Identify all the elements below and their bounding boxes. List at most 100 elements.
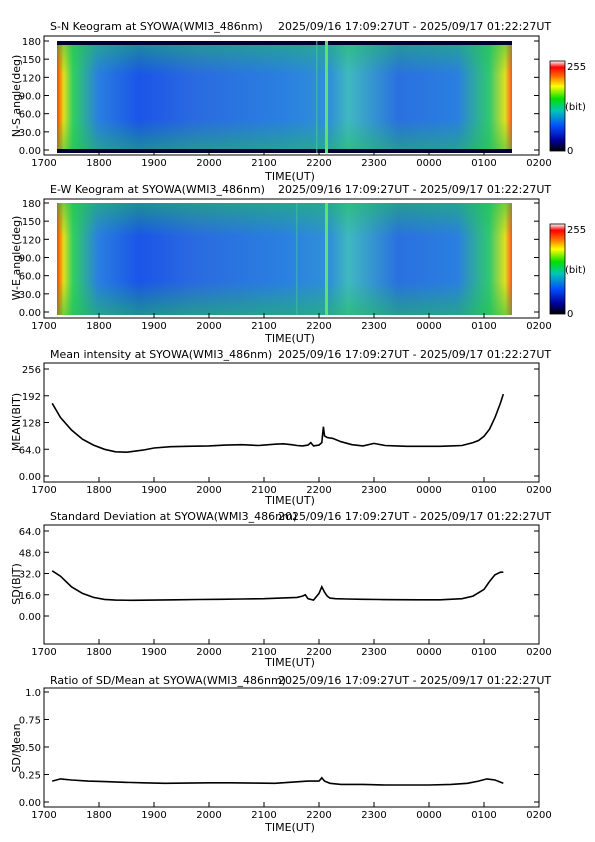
x-tick-label: 2100: [251, 158, 276, 169]
y-tick-label: 0.00: [19, 146, 41, 157]
x-tick-label: 2200: [306, 158, 331, 169]
x-tick-label: 0000: [416, 810, 441, 821]
x-tick-label: 0200: [526, 810, 551, 821]
x-tick-label: 2200: [306, 647, 331, 658]
mean-y-ticks: 0.00 64.0 128 192 256: [19, 365, 539, 483]
x-tick-label: 2300: [361, 485, 386, 496]
x-tick-label: 1800: [86, 158, 111, 169]
x-tick-label: 0200: [526, 158, 551, 169]
mean-x-ticks: 1700 1800 1900 2000 2100 2200 2300 0000 0100 0200: [31, 477, 552, 496]
x-tick-label: 1900: [141, 810, 166, 821]
ew-colorbar-max: 255: [567, 225, 586, 236]
ew-keogram-streak: [296, 203, 298, 315]
sn-keogram-streak: [316, 41, 318, 153]
ew-colorbar-unit: (bit): [565, 265, 586, 276]
x-tick-label: 1900: [141, 647, 166, 658]
y-tick-label: 256: [22, 365, 41, 376]
ew-keogram-title: E-W Keogram at SYOWA(WMI3_486nm): [50, 183, 265, 196]
y-tick-label: 90.0: [19, 92, 41, 103]
mean-y-label: MEAN(BIT): [10, 393, 23, 451]
sn-colorbar-min: 0: [567, 146, 573, 157]
sd-y-ticks: 0.00 16.0 32.0 48.0 64.0: [19, 527, 539, 623]
sn-colorbar: [549, 60, 566, 152]
x-tick-label: 0200: [526, 647, 551, 658]
y-tick-label: 90.0: [19, 254, 41, 265]
sd-x-label: TIME(UT): [264, 656, 315, 669]
sd-panel: Standard Deviation at SYOWA(WMI3_486nm) …: [10, 510, 552, 669]
x-tick-label: 1800: [86, 485, 111, 496]
y-tick-label: 180: [22, 37, 41, 48]
ew-keogram-y-label: W-E angle(deg): [10, 216, 23, 301]
y-tick-label: 32.0: [19, 570, 41, 581]
ratio-panel: Ratio of SD/Mean at SYOWA(WMI3_486nm) 20…: [10, 674, 552, 834]
x-tick-label: 0100: [471, 485, 496, 496]
x-tick-label: 2300: [361, 810, 386, 821]
x-tick-label: 1800: [86, 810, 111, 821]
sn-keogram-time-range: 2025/09/16 17:09:27UT - 2025/09/17 01:22…: [278, 20, 551, 33]
y-tick-label: 128: [22, 419, 41, 430]
x-tick-label: 1800: [86, 321, 111, 332]
mean-x-label: TIME(UT): [264, 494, 315, 507]
x-tick-label: 1700: [31, 485, 56, 496]
mean-intensity-line: [51, 393, 505, 454]
x-tick-label: 0000: [416, 485, 441, 496]
x-tick-label: 0000: [416, 158, 441, 169]
sn-keogram-title: S-N Keogram at SYOWA(WMI3_486nm): [50, 20, 263, 33]
y-tick-label: 30.0: [19, 128, 41, 139]
x-tick-label: 0100: [471, 810, 496, 821]
sn-keogram-y-ticks: 0.00 30.0 60.0 90.0 120 150 180: [19, 37, 539, 157]
x-tick-label: 1700: [31, 321, 56, 332]
x-tick-label: 1700: [31, 158, 56, 169]
y-tick-label: 120: [22, 73, 41, 84]
x-tick-label: 0100: [471, 158, 496, 169]
y-tick-label: 0.25: [19, 771, 41, 782]
ew-keogram-frame: [43, 198, 540, 319]
ratio-title: Ratio of SD/Mean at SYOWA(WMI3_486nm): [50, 674, 286, 687]
x-tick-label: 2100: [251, 810, 276, 821]
x-tick-label: 2300: [361, 158, 386, 169]
y-tick-label: 150: [22, 217, 41, 228]
sn-keogram-bottom-edge: [57, 149, 512, 153]
x-tick-label: 2000: [196, 321, 221, 332]
sd-line: [51, 570, 504, 602]
mean-title: Mean intensity at SYOWA(WMI3_486nm): [50, 348, 272, 361]
ratio-x-label: TIME(UT): [264, 821, 315, 834]
x-tick-label: 1900: [141, 158, 166, 169]
y-tick-label: 1.0: [25, 688, 41, 699]
x-tick-label: 0100: [471, 321, 496, 332]
sn-keogram-shading: [57, 41, 512, 153]
y-tick-label: 120: [22, 235, 41, 246]
y-tick-label: 0.50: [19, 743, 41, 754]
y-tick-label: 30.0: [19, 290, 41, 301]
x-tick-label: 0000: [416, 647, 441, 658]
sn-keogram-x-ticks: 1700 1800 1900 2000 2100 2200 2300 0000 0100 0200: [31, 150, 552, 169]
sn-keogram-y-label: N-S angle(deg): [10, 55, 23, 138]
x-tick-label: 0000: [416, 321, 441, 332]
x-tick-label: 2200: [306, 321, 331, 332]
x-tick-label: 2300: [361, 321, 386, 332]
ew-keogram-panel: E-W Keogram at SYOWA(WMI3_486nm) 2025/09…: [10, 183, 586, 345]
y-tick-label: 0.00: [19, 798, 41, 809]
x-tick-label: 2000: [196, 485, 221, 496]
ratio-y-label: SD/Mean: [10, 723, 23, 772]
ratio-time-range: 2025/09/16 17:09:27UT - 2025/09/17 01:22…: [278, 674, 551, 687]
ratio-y-ticks: 0.00 0.25 0.50 0.75 1.0: [19, 688, 539, 809]
x-tick-label: 0200: [526, 485, 551, 496]
x-tick-label: 1900: [141, 485, 166, 496]
sn-keogram-top-edge: [57, 41, 512, 45]
y-tick-label: 0.00: [19, 472, 41, 483]
sn-keogram-x-label: TIME(UT): [264, 170, 315, 183]
x-tick-label: 0200: [526, 321, 551, 332]
ew-keogram-shading: [57, 203, 512, 315]
y-tick-label: 0.75: [19, 716, 41, 727]
ew-keogram-y-ticks: 0.00 30.0 60.0 90.0 120 150 180: [19, 199, 539, 319]
x-tick-label: 1800: [86, 647, 111, 658]
sd-title: Standard Deviation at SYOWA(WMI3_486nm): [50, 510, 297, 523]
mean-frame: [43, 362, 540, 483]
ew-keogram-time-range: 2025/09/16 17:09:27UT - 2025/09/17 01:22…: [278, 183, 551, 196]
ratio-line: [51, 776, 504, 786]
y-tick-label: 64.0: [19, 527, 41, 538]
x-tick-label: 2100: [251, 321, 276, 332]
ew-colorbar-min: 0: [567, 309, 573, 320]
